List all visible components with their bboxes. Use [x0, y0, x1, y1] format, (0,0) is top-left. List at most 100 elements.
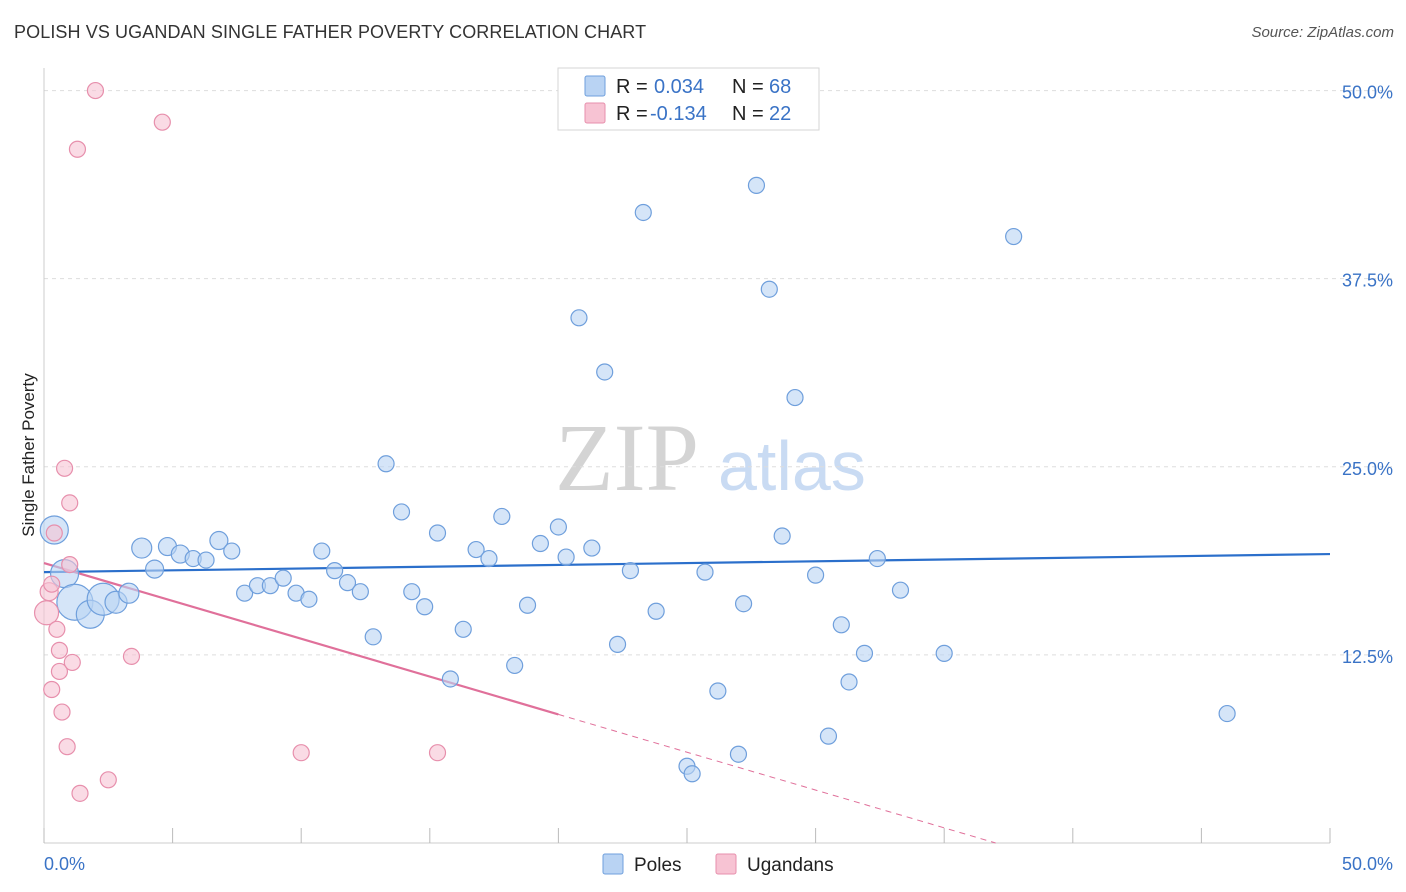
point-poles	[683, 765, 701, 783]
point-ugandans	[122, 647, 141, 665]
point-poles	[197, 551, 215, 569]
watermark: ZIP atlas	[555, 404, 866, 511]
point-poles	[786, 388, 804, 407]
point-poles	[832, 616, 850, 634]
point-ugandans	[86, 81, 105, 100]
point-poles	[760, 280, 778, 298]
y-axis-label: Single Father Poverty	[19, 373, 38, 537]
point-poles	[261, 577, 279, 595]
point-ugandans	[43, 575, 61, 593]
point-poles	[467, 540, 485, 559]
point-ugandans	[45, 524, 63, 542]
point-poles	[326, 562, 344, 580]
point-ugandans	[50, 662, 69, 681]
point-ugandans	[61, 494, 79, 512]
source-label: Source: ZipAtlas.com	[1251, 24, 1394, 41]
bottom-legend-ugandans: Ugandans	[747, 855, 834, 876]
y-tick-label: 12.5%	[1342, 647, 1393, 667]
legend-r-value-ugandans: -0.134	[650, 103, 707, 125]
point-poles	[747, 176, 766, 194]
point-poles	[392, 503, 411, 521]
point-poles	[480, 549, 498, 568]
point-poles	[806, 566, 825, 584]
point-poles	[634, 203, 652, 222]
point-poles	[351, 583, 369, 601]
point-ugandans	[48, 620, 66, 638]
point-poles	[570, 309, 588, 327]
point-ugandans	[43, 680, 61, 699]
point-poles	[549, 518, 568, 536]
point-ugandans	[58, 738, 76, 756]
point-poles	[621, 562, 640, 580]
point-ugandans	[153, 113, 171, 131]
point-ugandans	[428, 744, 447, 762]
point-poles	[596, 363, 614, 381]
point-poles	[364, 628, 382, 646]
point-ugandans	[55, 459, 74, 477]
point-poles	[144, 559, 165, 579]
point-poles	[531, 534, 549, 553]
point-poles	[1218, 704, 1236, 723]
point-poles	[131, 537, 153, 559]
point-poles	[506, 656, 524, 675]
point-ugandans	[61, 556, 79, 574]
point-poles	[313, 542, 331, 560]
y-tick-label: 37.5%	[1342, 271, 1393, 291]
point-poles	[840, 673, 858, 691]
point-poles	[223, 542, 241, 560]
point-poles	[416, 598, 434, 616]
point-poles	[428, 524, 447, 542]
legend-n-label-poles: N =	[732, 76, 764, 98]
bottom-legend-poles: Poles	[634, 855, 682, 876]
point-poles	[819, 727, 838, 745]
legend-swatch-poles	[584, 75, 606, 97]
trend-line-ugandans	[43, 562, 559, 716]
bottom-legend-swatch-poles	[602, 853, 624, 875]
point-poles	[493, 507, 511, 526]
bottom-legend-swatch-ugandans	[715, 853, 737, 875]
y-tick-label: 25.0%	[1342, 459, 1393, 479]
point-poles	[935, 644, 953, 662]
point-poles	[300, 590, 318, 608]
point-poles	[696, 563, 714, 581]
point-poles	[583, 539, 601, 557]
legend-r-label-ugandans: R =	[616, 103, 648, 125]
point-poles	[454, 620, 472, 638]
point-poles	[518, 596, 537, 614]
point-ugandans	[71, 784, 89, 802]
point-poles	[274, 569, 292, 587]
point-ugandans	[292, 744, 310, 762]
series-legend: Poles Ugandans	[602, 853, 834, 876]
point-poles	[891, 581, 910, 599]
legend-swatch-ugandans	[584, 102, 606, 124]
legend-r-value-poles: 0.034	[654, 76, 704, 98]
x-tick-label-min: 0.0%	[44, 854, 85, 874]
point-ugandans	[63, 653, 81, 672]
legend-n-value-ugandans: 22	[769, 103, 791, 125]
x-tick-label-max: 50.0%	[1342, 854, 1393, 874]
point-poles	[403, 583, 421, 601]
chart-title: POLISH VS UGANDAN SINGLE FATHER POVERTY …	[14, 22, 647, 42]
point-poles	[377, 455, 395, 473]
trend-line-poles	[43, 552, 1331, 574]
point-poles	[855, 644, 874, 662]
point-ugandans	[50, 641, 69, 659]
legend-n-value-poles: 68	[769, 76, 791, 98]
trend-lines	[43, 552, 1331, 844]
y-tick-label: 50.0%	[1342, 83, 1393, 103]
point-poles	[773, 527, 791, 545]
legend-r-label-poles: R =	[616, 76, 648, 98]
point-ugandans	[68, 140, 87, 158]
point-poles	[209, 530, 229, 551]
watermark-zip: ZIP	[555, 404, 699, 511]
point-ugandans	[99, 771, 117, 789]
axes	[43, 68, 1331, 844]
watermark-atlas: atlas	[718, 427, 866, 505]
y-tick-labels: 12.5% 25.0% 37.5% 50.0%	[1342, 83, 1393, 667]
point-poles	[729, 745, 748, 763]
point-poles	[557, 548, 575, 566]
stats-legend: R = 0.034 N = 68 R = -0.134 N = 22	[557, 67, 820, 131]
point-poles	[1005, 227, 1023, 246]
point-poles	[709, 682, 727, 700]
